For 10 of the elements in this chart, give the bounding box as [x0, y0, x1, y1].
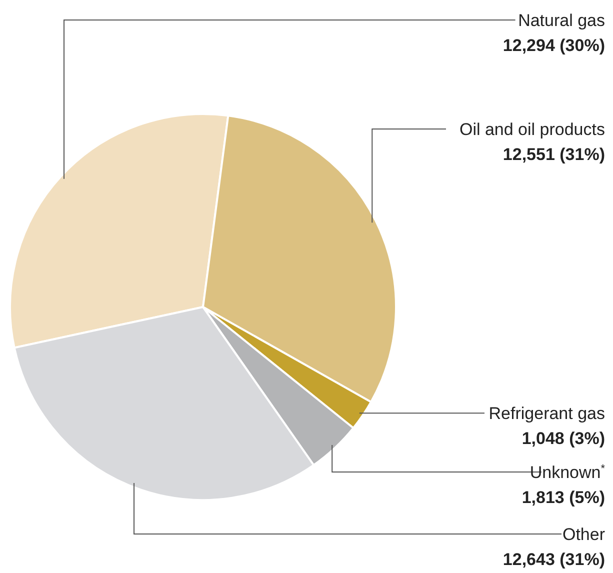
slice-label: Refrigerant gas — [488, 404, 605, 424]
data-label: 1,813 (5%) — [522, 488, 605, 507]
data-label: 12,294 (30%) — [502, 36, 605, 55]
data-label: 12,551 (31%) — [502, 145, 605, 164]
slice-label: Natural gas — [518, 11, 605, 30]
slice-label: Unknown$^{*}$ — [530, 463, 606, 482]
data-label: 1,048 (3%) — [522, 429, 605, 448]
slice-label: Oil and oil products — [459, 120, 605, 139]
data-label: 12,643 (31%) — [502, 550, 605, 569]
slice-label: Other — [562, 525, 606, 544]
